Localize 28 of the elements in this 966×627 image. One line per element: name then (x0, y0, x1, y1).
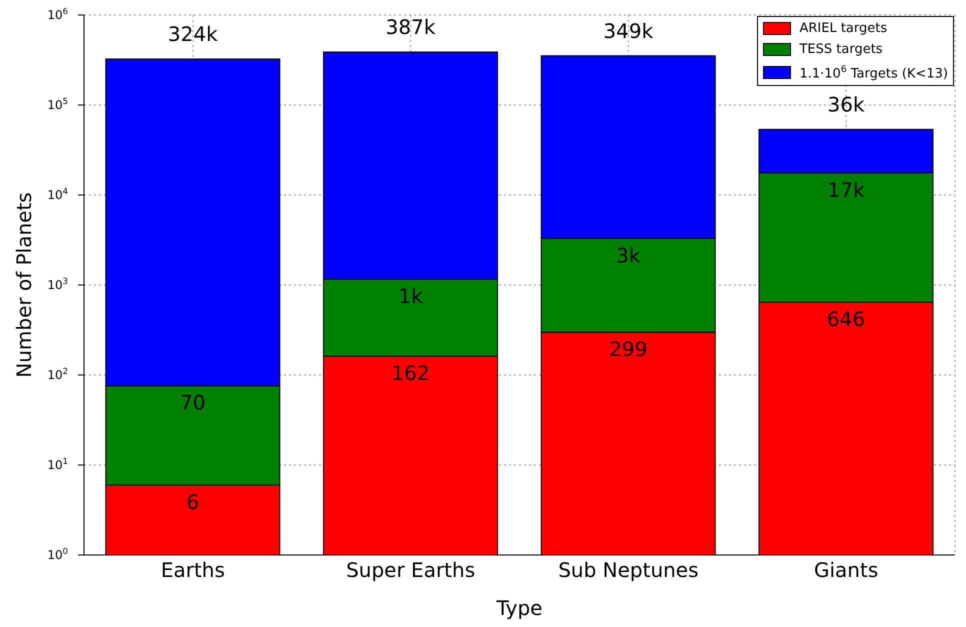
x-axis-title: Type (496, 596, 542, 620)
data-label: 387k (386, 14, 436, 39)
y-axis-title: Number of Planets (12, 192, 36, 378)
legend-label: ARIEL targets (799, 21, 888, 36)
legend-label: TESS targets (799, 42, 883, 57)
data-label: 6 (186, 490, 200, 514)
data-label: 646 (826, 307, 866, 332)
x-tick-label: Super Earths (346, 558, 476, 582)
y-tick-label: 10$^{4}$ (47, 186, 68, 202)
y-tick-label: 10$^{2}$ (47, 366, 68, 382)
y-tick-label: 10$^{6}$ (47, 6, 68, 22)
y-tick-label: 10$^{3}$ (47, 276, 68, 292)
data-label: 36k (828, 92, 865, 116)
data-label: 1k (398, 284, 424, 308)
x-tick-label: Giants (814, 558, 878, 582)
legend-label: 1.1·10$^{6}$ Targets (K<13) (799, 65, 948, 82)
data-label: 349k (603, 18, 654, 43)
y-tick-label: 10$^{0}$ (47, 546, 68, 562)
x-tick-label: Sub Neptunes (558, 558, 699, 582)
data-label: 70 (180, 390, 206, 415)
x-tick-label: Earths (160, 558, 225, 582)
y-tick-label: 10$^{5}$ (47, 96, 68, 112)
data-label: 17k (828, 178, 865, 202)
data-label: 299 (609, 337, 648, 362)
data-label: 324k (168, 22, 218, 46)
data-label: 162 (391, 361, 430, 386)
data-label: 3k (616, 243, 641, 268)
y-tick-label: 10$^{1}$ (47, 456, 68, 472)
